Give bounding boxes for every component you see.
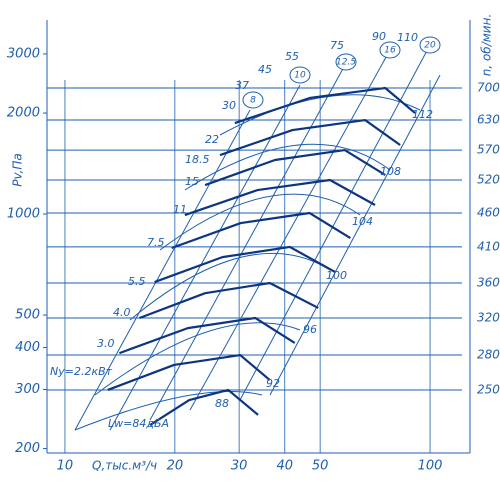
power-label: 75 (330, 39, 344, 52)
size-label: 20 (424, 41, 436, 51)
rpm-label: 570 (477, 143, 500, 157)
fan-curve (234, 86, 416, 125)
noise-label: 96 (303, 323, 317, 336)
y-axis-label: Pv,Па (11, 153, 25, 187)
fan-curve (184, 178, 376, 217)
power-label: 11 (173, 203, 187, 216)
size-marker (242, 91, 264, 109)
size-marker (289, 66, 311, 84)
size-marker (379, 41, 401, 59)
power-label: 45 (258, 63, 272, 76)
rpm-label: 700 (477, 80, 500, 94)
y-tick-label: 400 (15, 340, 40, 355)
x-tick-label: 30 (231, 459, 248, 474)
rpm-label: 360 (477, 275, 500, 289)
y-tick-label: 1000 (7, 207, 40, 222)
x-axis-label: Q,тыс.м³/ч (92, 459, 157, 473)
fan-curve (139, 281, 319, 320)
x-tick-label: 50 (312, 459, 329, 474)
x-tick-label: 100 (418, 459, 443, 474)
power-label: 37 (235, 79, 249, 92)
noise-label: 100 (326, 269, 347, 282)
power-label: 18.5 (185, 153, 210, 166)
size-label: 12.5 (336, 58, 356, 68)
efficiency-grid (46, 20, 471, 454)
power-label: 90 (372, 30, 386, 43)
noise-label: Lw=84дБА (108, 417, 169, 430)
x-tick-label: 40 (276, 459, 293, 474)
rpm-label: 280 (477, 348, 500, 362)
noise-label: 92 (266, 377, 280, 390)
size-label: 10 (294, 71, 306, 81)
rpm-label: 460 (477, 206, 500, 220)
fan-curve (149, 388, 259, 426)
power-label: 7.5 (147, 236, 165, 249)
rpm-label: 250 (477, 382, 500, 396)
rpm-label: 410 (477, 239, 500, 253)
noise-label: 108 (380, 165, 401, 178)
power-label: 55 (285, 50, 299, 63)
fan-curve (204, 148, 386, 187)
y-tick-label: 500 (15, 308, 40, 323)
x-tick-label: 20 (167, 459, 184, 474)
power-label: 5.5 (128, 275, 146, 288)
y-tick-label: 2000 (7, 106, 40, 121)
fan-curve (171, 211, 351, 250)
y-tick-label: 300 (15, 382, 40, 397)
power-label: 30 (222, 99, 236, 112)
rpm-label: 630 (477, 113, 500, 127)
fan-curve (119, 316, 296, 355)
fan-curve (107, 353, 271, 391)
y-tick-label: 200 (15, 441, 40, 456)
noise-label: 112 (412, 108, 433, 121)
fan-curve (219, 118, 401, 157)
x-tick-label: 10 (57, 459, 74, 474)
size-label: 16 (384, 46, 396, 56)
noise-label: 104 (352, 215, 373, 228)
power-label: 22 (205, 133, 219, 146)
y-tick-label: 3000 (7, 46, 40, 61)
power-label: Ny=2.2кВт (50, 365, 113, 378)
rpm-label: 320 (477, 310, 500, 324)
fan-curve (154, 245, 336, 284)
power-label: 3.0 (97, 337, 115, 350)
rpm-label: 520 (477, 173, 500, 187)
power-label: 4.0 (113, 306, 131, 319)
y2-axis-label: n, об/мин. (480, 14, 494, 77)
power-label: 110 (397, 31, 418, 44)
power-label: 15 (185, 175, 199, 188)
noise-label: 88 (215, 397, 229, 410)
size-marker (419, 36, 441, 54)
size-marker (335, 53, 357, 71)
size-label: 8 (250, 96, 256, 106)
